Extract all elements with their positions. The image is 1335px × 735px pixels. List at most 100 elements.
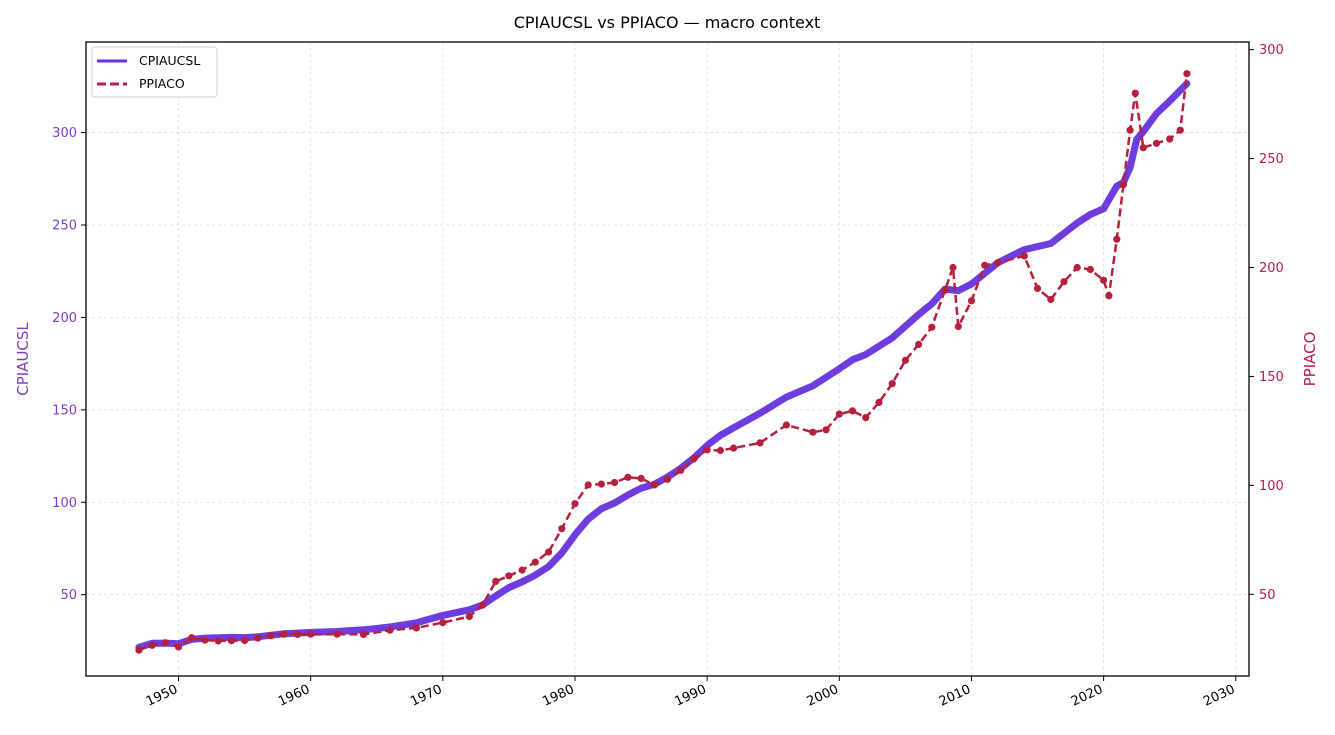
- y-left-tick-label: 250: [52, 218, 77, 233]
- data-point-ppiaco: [1183, 70, 1191, 78]
- data-point-ppiaco: [1105, 292, 1113, 300]
- data-point-ppiaco: [386, 626, 394, 634]
- data-point-ppiaco: [227, 637, 235, 645]
- data-point-ppiaco: [1131, 89, 1139, 97]
- data-point-ppiaco: [201, 636, 209, 644]
- data-point-ppiaco: [848, 407, 857, 415]
- data-point-ppiaco: [254, 634, 262, 642]
- data-point-ppiaco: [1152, 139, 1161, 147]
- data-point-ppiaco: [822, 426, 830, 434]
- data-point-ppiaco: [1047, 295, 1055, 304]
- data-point-ppiaco: [888, 380, 896, 388]
- data-point-ppiaco: [1176, 126, 1184, 134]
- data-point-ppiaco: [518, 566, 526, 574]
- data-point-ppiaco: [571, 500, 579, 508]
- y-right-tick-label: 50: [1259, 588, 1276, 603]
- data-point-ppiaco: [1060, 278, 1068, 286]
- data-point-ppiaco: [809, 428, 817, 436]
- y-left-tick-label: 300: [52, 126, 77, 141]
- data-point-ppiaco: [1139, 144, 1147, 152]
- y-left-tick-label: 200: [52, 311, 77, 326]
- data-point-ppiaco: [135, 646, 143, 654]
- chart-title: CPIAUCSL vs PPIACO — macro context: [514, 13, 821, 32]
- data-point-ppiaco: [333, 630, 341, 638]
- data-point-ppiaco: [624, 473, 632, 481]
- data-point-ppiaco: [465, 612, 473, 621]
- data-point-ppiaco: [650, 481, 658, 489]
- data-point-ppiaco: [359, 630, 368, 639]
- y-axis-left: 50 100 150 200 250 300: [52, 126, 86, 603]
- data-point-ppiaco: [756, 439, 764, 447]
- y-right-tick-label: 200: [1259, 261, 1284, 276]
- data-point-ppiaco: [915, 340, 923, 348]
- plot-frame: [85, 41, 1250, 677]
- data-point-ppiaco: [1166, 135, 1174, 143]
- data-point-ppiaco: [1100, 276, 1108, 284]
- data-point-ppiaco: [174, 643, 183, 651]
- y-axis-right: 50 100 150 200 250 300: [1249, 43, 1284, 603]
- data-point-ppiaco: [941, 286, 949, 294]
- y-axis-left-title: CPIAUCSL: [14, 322, 32, 396]
- data-point-ppiaco: [241, 636, 249, 645]
- data-point-ppiaco: [478, 601, 487, 609]
- data-point-ppiaco: [677, 466, 685, 474]
- data-point-ppiaco: [875, 398, 883, 406]
- y-left-tick-label: 150: [52, 403, 77, 418]
- data-point-ppiaco: [439, 619, 447, 627]
- data-point-ppiaco: [1086, 265, 1094, 274]
- data-point-ppiaco: [531, 558, 539, 566]
- data-point-ppiaco: [862, 414, 870, 422]
- data-point-ppiaco: [1020, 252, 1028, 260]
- data-point-ppiaco: [967, 297, 976, 305]
- data-point-ppiaco: [293, 630, 302, 639]
- data-point-ppiaco: [1033, 284, 1042, 292]
- data-point-ppiaco: [1113, 235, 1121, 243]
- data-point-ppiaco: [782, 421, 791, 429]
- y-right-tick-label: 150: [1259, 370, 1284, 385]
- data-point-ppiaco: [954, 322, 962, 331]
- data-point-ppiaco: [901, 356, 910, 364]
- legend-label-cpiaucsl: CPIAUCSL: [139, 53, 200, 68]
- data-point-ppiaco: [584, 481, 592, 489]
- y-right-tick-label: 300: [1259, 43, 1284, 58]
- y-axis-right-title: PPIACO: [1301, 332, 1319, 387]
- y-left-tick-label: 50: [60, 588, 77, 603]
- data-point-ppiaco: [267, 632, 275, 640]
- series-layer: [135, 70, 1191, 654]
- data-point-ppiaco: [611, 478, 619, 487]
- data-point-ppiaco: [730, 444, 738, 452]
- y-left-tick-label: 100: [52, 496, 77, 511]
- data-point-ppiaco: [307, 630, 315, 638]
- data-point-ppiaco: [928, 323, 936, 331]
- legend-label-ppiaco: PPIACO: [139, 76, 185, 91]
- data-point-ppiaco: [558, 525, 566, 533]
- data-point-ppiaco: [1126, 126, 1134, 134]
- data-point-ppiaco: [716, 446, 725, 455]
- data-point-ppiaco: [280, 630, 288, 638]
- data-point-ppiaco: [981, 261, 989, 269]
- data-point-ppiaco: [949, 263, 957, 272]
- y-right-tick-label: 250: [1259, 152, 1284, 167]
- data-point-ppiaco: [492, 577, 500, 586]
- data-point-ppiaco: [505, 572, 513, 580]
- data-point-ppiaco: [412, 624, 420, 632]
- data-point-ppiaco: [835, 410, 843, 418]
- data-point-ppiaco: [148, 641, 156, 649]
- y-right-tick-label: 100: [1259, 479, 1284, 494]
- data-point-ppiaco: [545, 548, 553, 556]
- legend: CPIAUCSL PPIACO: [91, 46, 218, 98]
- data-point-ppiaco: [637, 474, 645, 482]
- data-point-ppiaco: [703, 446, 711, 454]
- data-point-ppiaco: [663, 475, 672, 483]
- data-point-ppiaco: [994, 259, 1002, 267]
- data-point-ppiaco: [690, 455, 698, 463]
- data-point-ppiaco: [597, 480, 606, 488]
- data-point-ppiaco: [161, 639, 169, 647]
- data-point-ppiaco: [188, 634, 196, 642]
- data-point-ppiaco: [214, 637, 222, 645]
- data-point-ppiaco: [1073, 263, 1081, 272]
- data-point-ppiaco: [1119, 181, 1127, 189]
- grid: [86, 42, 1249, 676]
